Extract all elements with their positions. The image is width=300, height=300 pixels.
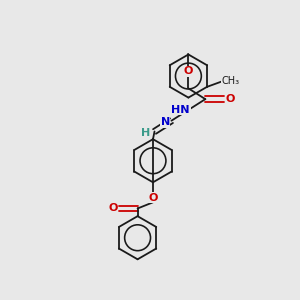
Text: CH₃: CH₃ [222, 76, 240, 86]
Text: HN: HN [172, 105, 190, 115]
Text: O: O [184, 66, 193, 76]
Text: H: H [141, 128, 150, 138]
Text: O: O [108, 203, 118, 214]
Text: N: N [161, 117, 170, 127]
Text: O: O [148, 193, 158, 203]
Text: O: O [225, 94, 235, 104]
